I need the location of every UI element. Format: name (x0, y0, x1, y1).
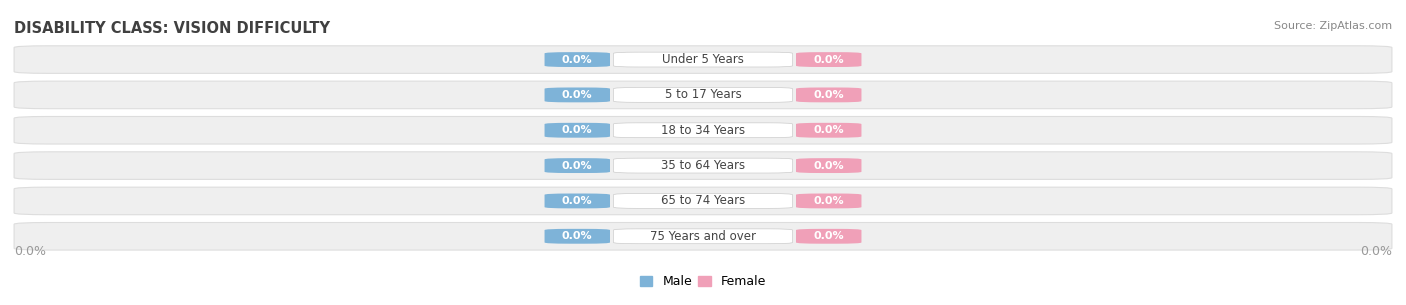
FancyBboxPatch shape (14, 222, 1392, 250)
FancyBboxPatch shape (544, 229, 610, 244)
FancyBboxPatch shape (796, 158, 862, 173)
FancyBboxPatch shape (613, 158, 793, 173)
FancyBboxPatch shape (14, 187, 1392, 215)
Text: Source: ZipAtlas.com: Source: ZipAtlas.com (1274, 21, 1392, 31)
Text: 0.0%: 0.0% (814, 55, 844, 65)
Text: 35 to 64 Years: 35 to 64 Years (661, 159, 745, 172)
Text: 0.0%: 0.0% (562, 90, 592, 100)
Text: 0.0%: 0.0% (1360, 245, 1392, 258)
FancyBboxPatch shape (14, 117, 1392, 144)
Text: 0.0%: 0.0% (562, 125, 592, 135)
FancyBboxPatch shape (544, 88, 610, 102)
FancyBboxPatch shape (613, 229, 793, 244)
Text: 65 to 74 Years: 65 to 74 Years (661, 194, 745, 207)
Text: 0.0%: 0.0% (562, 196, 592, 206)
Text: DISABILITY CLASS: VISION DIFFICULTY: DISABILITY CLASS: VISION DIFFICULTY (14, 21, 330, 36)
FancyBboxPatch shape (613, 88, 793, 102)
Text: 0.0%: 0.0% (562, 55, 592, 65)
FancyBboxPatch shape (796, 193, 862, 208)
Text: 0.0%: 0.0% (562, 231, 592, 241)
FancyBboxPatch shape (796, 88, 862, 102)
Text: 0.0%: 0.0% (814, 196, 844, 206)
FancyBboxPatch shape (544, 193, 610, 208)
Legend: Male, Female: Male, Female (636, 270, 770, 293)
Text: 0.0%: 0.0% (562, 161, 592, 170)
FancyBboxPatch shape (544, 158, 610, 173)
FancyBboxPatch shape (796, 229, 862, 244)
FancyBboxPatch shape (613, 123, 793, 138)
Text: 0.0%: 0.0% (814, 161, 844, 170)
FancyBboxPatch shape (796, 123, 862, 138)
FancyBboxPatch shape (544, 123, 610, 138)
Text: 0.0%: 0.0% (814, 90, 844, 100)
Text: 5 to 17 Years: 5 to 17 Years (665, 88, 741, 102)
FancyBboxPatch shape (544, 52, 610, 67)
Text: 0.0%: 0.0% (814, 125, 844, 135)
FancyBboxPatch shape (796, 52, 862, 67)
FancyBboxPatch shape (14, 152, 1392, 179)
FancyBboxPatch shape (14, 46, 1392, 74)
FancyBboxPatch shape (613, 193, 793, 208)
Text: 0.0%: 0.0% (814, 231, 844, 241)
Text: 18 to 34 Years: 18 to 34 Years (661, 124, 745, 137)
Text: 0.0%: 0.0% (14, 245, 46, 258)
Text: 75 Years and over: 75 Years and over (650, 230, 756, 243)
FancyBboxPatch shape (613, 52, 793, 67)
FancyBboxPatch shape (14, 81, 1392, 109)
Text: Under 5 Years: Under 5 Years (662, 53, 744, 66)
